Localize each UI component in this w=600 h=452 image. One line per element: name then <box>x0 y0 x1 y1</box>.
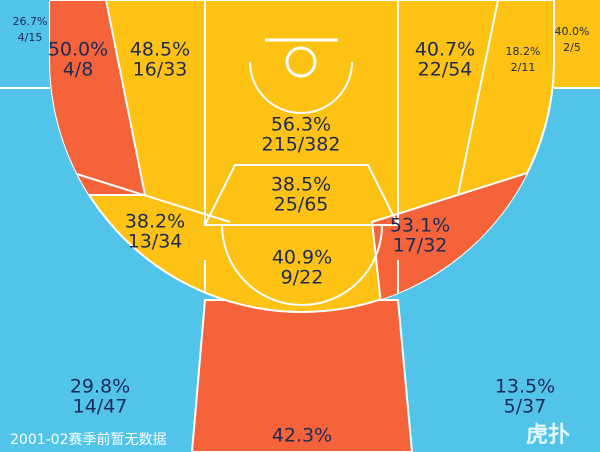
zone-shots: 2/5 <box>563 41 581 54</box>
zone-pct: 50.0% <box>48 39 108 61</box>
note: 2001-02赛季前暂无数据 <box>10 431 167 448</box>
zone-shots: 4/15 <box>18 31 43 44</box>
zone-pct: 40.9% <box>272 247 332 269</box>
zone-pct: 40.0% <box>555 25 590 38</box>
divider <box>50 149 231 223</box>
zone-shots: 4/8 <box>63 59 94 81</box>
watermark: 虎扑 <box>526 422 570 448</box>
zone-pct: 29.8% <box>70 376 130 398</box>
zone-pct: 26.7% <box>13 15 48 28</box>
zone-pct: 40.7% <box>415 39 475 61</box>
zone-pct: 42.3% <box>272 425 332 447</box>
zone-shots: 22/54 <box>418 59 473 81</box>
zone-shots: 215/382 <box>262 134 341 156</box>
zone-shots: 5/37 <box>504 396 547 418</box>
zone-pct: 38.2% <box>125 211 185 233</box>
zone-right-corner <box>548 0 600 88</box>
divider <box>457 0 499 196</box>
rim <box>285 46 317 78</box>
zone-shots: 17/32 <box>393 235 448 257</box>
zone-shots: 16/33 <box>133 59 188 81</box>
zone-pct: 56.3% <box>271 114 331 136</box>
zone-shots: 14/47 <box>73 396 128 418</box>
zone-shots: 13/34 <box>128 231 183 253</box>
zone-shots: 9/22 <box>281 267 324 289</box>
free-throw-arc <box>221 224 383 306</box>
zone-pct: 48.5% <box>130 39 190 61</box>
zone-pct: 13.5% <box>495 376 555 398</box>
zone-pct: 38.5% <box>271 174 331 196</box>
zone-pct: 53.1% <box>390 215 450 237</box>
zone-pct: 18.2% <box>506 45 541 58</box>
paint-zone <box>203 164 400 226</box>
restricted-arc <box>249 61 353 114</box>
zone-shots: 25/65 <box>274 194 329 216</box>
zone-shots: 2/11 <box>511 61 536 74</box>
